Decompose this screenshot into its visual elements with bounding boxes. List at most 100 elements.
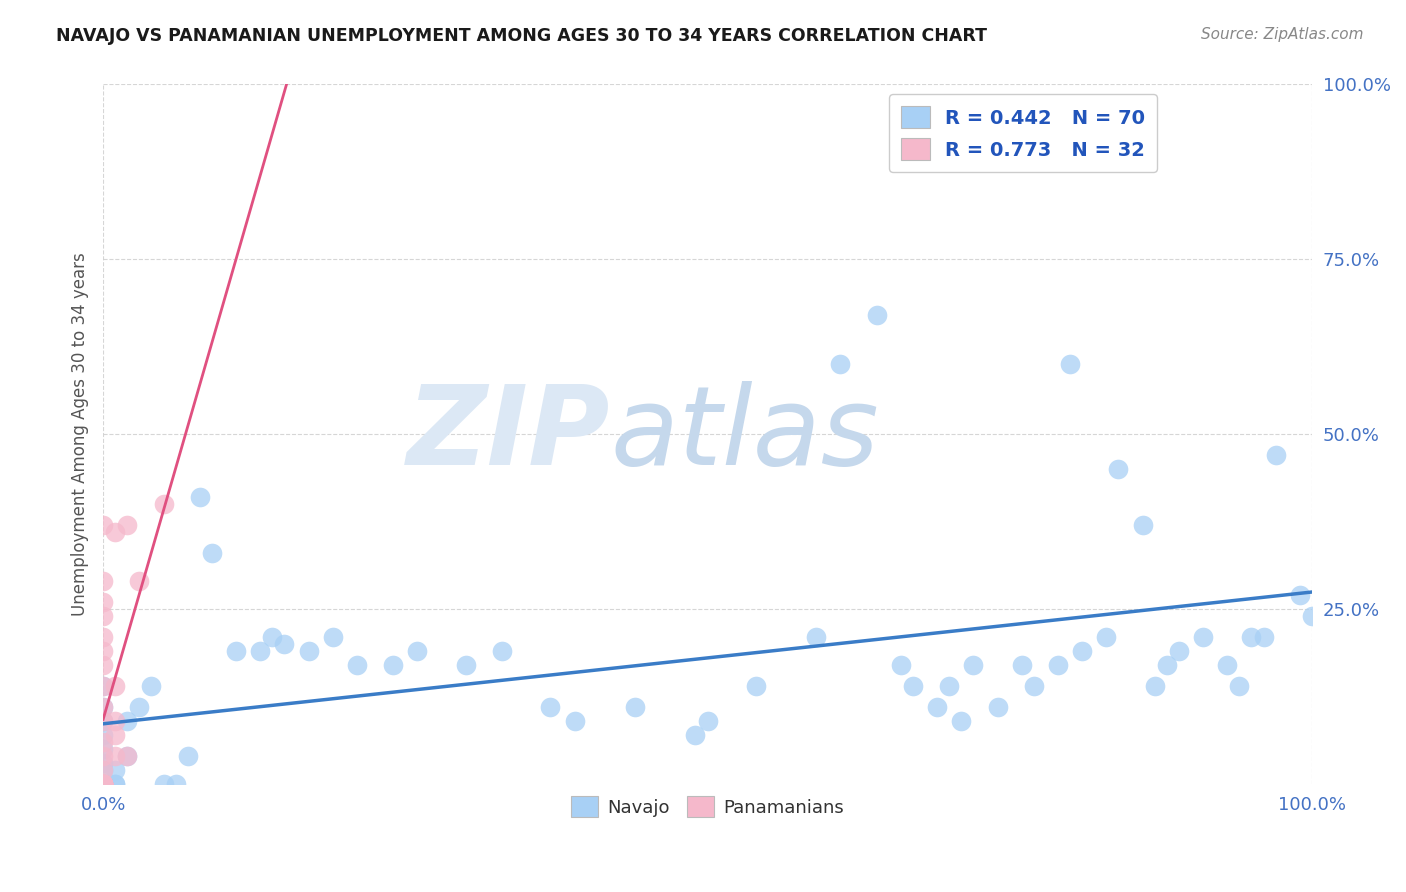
Point: [1288, 589, 1310, 603]
Point: [91, 777, 114, 791]
Point: [1167, 644, 1189, 658]
Point: [104, 714, 127, 729]
Point: [91, 777, 114, 791]
Point: [117, 749, 139, 764]
Y-axis label: Unemployment Among Ages 30 to 34 years: Unemployment Among Ages 30 to 34 years: [72, 252, 89, 616]
Point: [1156, 658, 1178, 673]
Point: [91, 700, 114, 714]
Point: [950, 714, 973, 729]
Text: atlas: atlas: [610, 381, 879, 488]
Point: [117, 518, 139, 533]
Point: [117, 749, 139, 764]
Point: [91, 764, 114, 778]
Point: [262, 631, 284, 645]
Point: [91, 777, 114, 791]
Point: [91, 777, 114, 791]
Point: [225, 644, 247, 658]
Legend: Navajo, Panamanians: Navajo, Panamanians: [564, 789, 852, 824]
Point: [745, 680, 768, 694]
Point: [1192, 631, 1215, 645]
Point: [104, 777, 127, 791]
Text: Source: ZipAtlas.com: Source: ZipAtlas.com: [1201, 27, 1364, 42]
Point: [1095, 631, 1118, 645]
Point: [866, 309, 889, 323]
Point: [91, 777, 114, 791]
Point: [128, 700, 150, 714]
Point: [117, 714, 139, 729]
Point: [91, 735, 114, 749]
Point: [1132, 518, 1154, 533]
Point: [382, 658, 405, 673]
Point: [273, 637, 295, 651]
Point: [91, 644, 114, 658]
Point: [406, 644, 429, 658]
Point: [491, 644, 513, 658]
Point: [201, 546, 224, 560]
Point: [91, 777, 114, 791]
Point: [91, 777, 114, 791]
Point: [91, 595, 114, 609]
Point: [104, 777, 127, 791]
Point: [987, 700, 1010, 714]
Point: [91, 764, 114, 778]
Point: [91, 777, 114, 791]
Point: [1264, 449, 1286, 463]
Point: [104, 749, 127, 764]
Point: [538, 700, 561, 714]
Point: [91, 700, 114, 714]
Point: [104, 728, 127, 742]
Point: [927, 700, 949, 714]
Point: [298, 644, 321, 658]
Point: [91, 742, 114, 756]
Point: [1071, 644, 1094, 658]
Point: [104, 525, 127, 540]
Point: [1216, 658, 1239, 673]
Point: [91, 518, 114, 533]
Point: [1227, 680, 1250, 694]
Point: [454, 658, 477, 673]
Point: [1047, 658, 1070, 673]
Point: [104, 764, 127, 778]
Point: [91, 777, 114, 791]
Point: [91, 574, 114, 589]
Point: [901, 680, 924, 694]
Point: [188, 491, 211, 505]
Point: [128, 574, 150, 589]
Point: [91, 680, 114, 694]
Point: [1108, 462, 1130, 476]
Point: [91, 609, 114, 624]
Point: [624, 700, 647, 714]
Point: [830, 358, 852, 372]
Point: [91, 658, 114, 673]
Point: [91, 728, 114, 742]
Point: [346, 658, 368, 673]
Point: [91, 749, 114, 764]
Point: [91, 680, 114, 694]
Point: [141, 680, 163, 694]
Point: [91, 631, 114, 645]
Point: [152, 498, 174, 512]
Point: [91, 777, 114, 791]
Point: [91, 714, 114, 729]
Point: [165, 777, 187, 791]
Point: [1059, 358, 1081, 372]
Point: [1011, 658, 1033, 673]
Point: [696, 714, 718, 729]
Point: [1253, 631, 1275, 645]
Point: [1301, 609, 1323, 624]
Point: [91, 777, 114, 791]
Point: [91, 777, 114, 791]
Point: [91, 777, 114, 791]
Text: NAVAJO VS PANAMANIAN UNEMPLOYMENT AMONG AGES 30 TO 34 YEARS CORRELATION CHART: NAVAJO VS PANAMANIAN UNEMPLOYMENT AMONG …: [56, 27, 987, 45]
Point: [91, 756, 114, 771]
Point: [1022, 680, 1045, 694]
Text: ZIP: ZIP: [408, 381, 610, 488]
Point: [177, 749, 200, 764]
Point: [91, 714, 114, 729]
Point: [322, 631, 344, 645]
Point: [1143, 680, 1166, 694]
Point: [938, 680, 960, 694]
Point: [685, 728, 707, 742]
Point: [962, 658, 984, 673]
Point: [249, 644, 271, 658]
